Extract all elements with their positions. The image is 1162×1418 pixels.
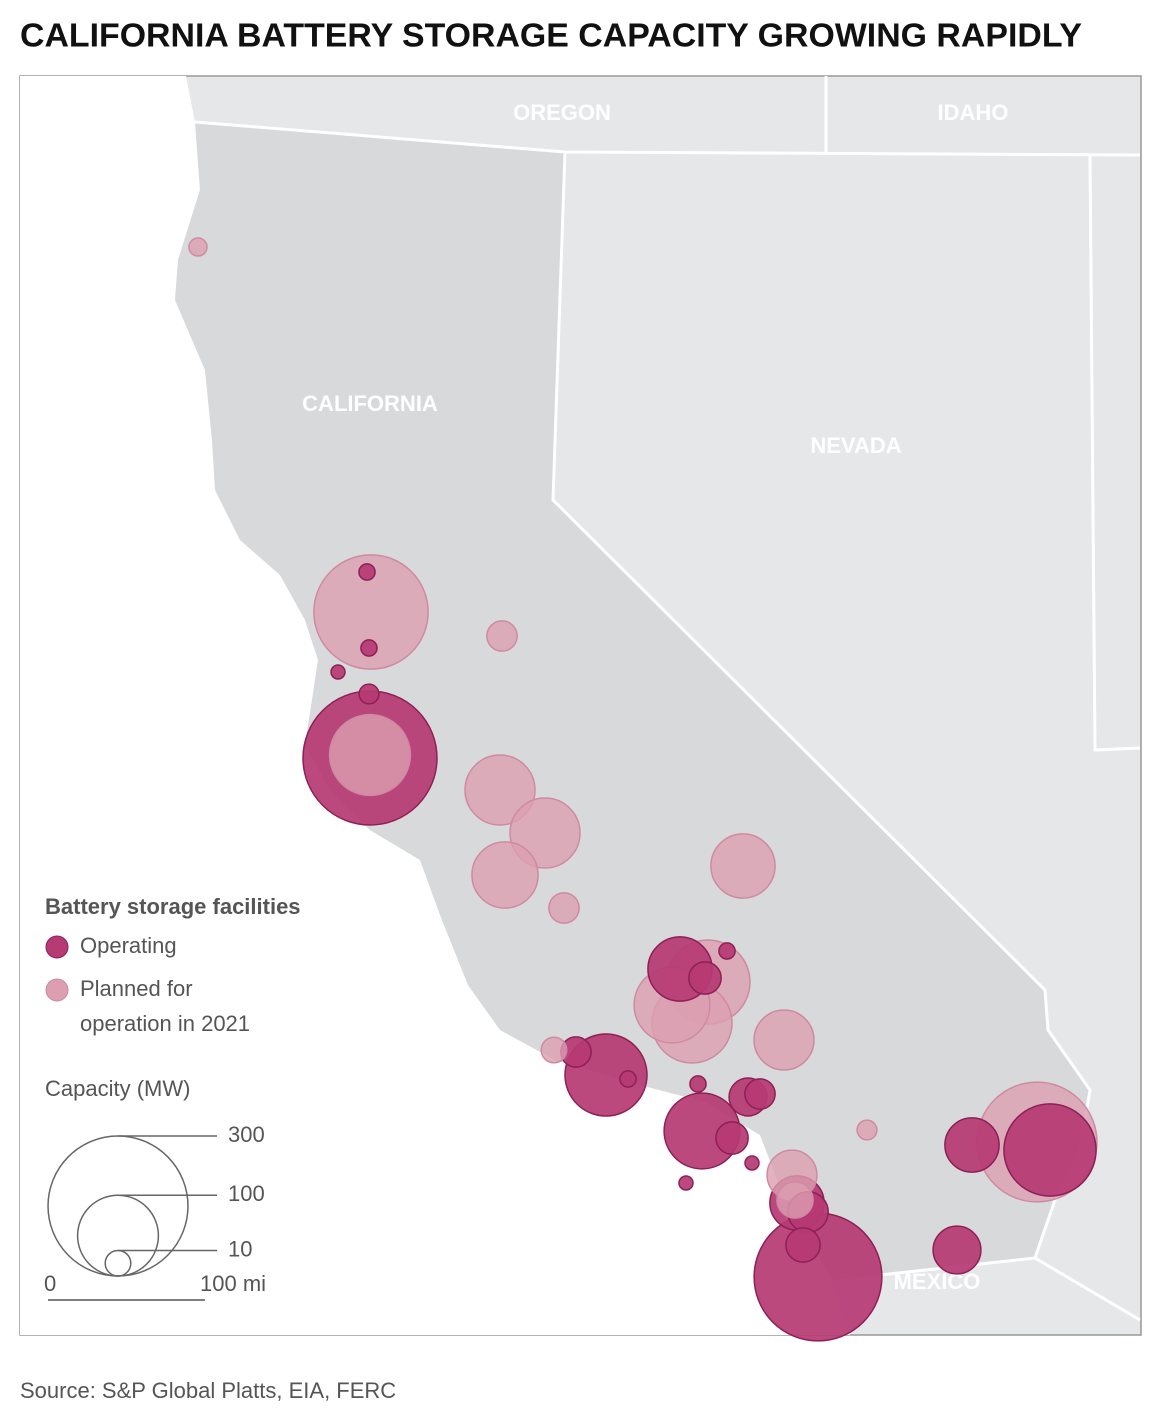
region-label: MEXICO [894, 1269, 981, 1294]
planned-facility [471, 841, 539, 909]
size-label: 300 [228, 1122, 265, 1147]
planned-facility [313, 554, 429, 670]
legend: Battery storage facilities Operating Plan… [45, 894, 301, 1036]
planned-facility [710, 833, 776, 899]
operating-facility [360, 639, 378, 657]
operating-facility [744, 1155, 760, 1171]
border-california-east [551, 151, 1092, 1277]
operating-facility [932, 1225, 982, 1275]
planned-facility [486, 620, 518, 652]
operating-facility [744, 1078, 776, 1110]
operating-facility [1003, 1103, 1097, 1197]
legend-swatch [45, 935, 69, 959]
region-label: NEVADA [810, 433, 901, 458]
operating-facility [358, 683, 380, 705]
scale-bar: 0 100 mi [44, 1271, 266, 1301]
border-mexico [1034, 1256, 1141, 1322]
legend-swatch [45, 978, 69, 1002]
operating-facility [358, 563, 376, 581]
planned-facility [328, 713, 412, 797]
operating-facility [944, 1117, 1000, 1173]
size-label: 100 [228, 1181, 265, 1206]
operating-facility [688, 961, 722, 995]
california [175, 122, 1090, 1280]
operating-facility [330, 664, 346, 680]
region-label: CALIFORNIA [302, 391, 438, 416]
planned-facility [188, 237, 208, 257]
size-legend: Capacity (MW) 300 100 10 [45, 1076, 265, 1277]
operating-facility [678, 1175, 694, 1191]
source: Source: S&P Global Platts, EIA, FERC [20, 1378, 396, 1403]
size-legend-title: Capacity (MW) [45, 1076, 190, 1101]
planned-facility [753, 1009, 815, 1071]
legend-label: Planned for [80, 976, 193, 1001]
region-label: IDAHO [938, 100, 1009, 125]
legend-label: operation in 2021 [80, 1011, 250, 1036]
title: CALIFORNIA BATTERY STORAGE CAPACITY GROW… [20, 17, 1082, 54]
region-label: OREGON [513, 100, 611, 125]
facilities [188, 237, 1098, 1342]
borders [194, 76, 1141, 1322]
legend-label: Operating [80, 933, 177, 958]
basemap [19, 75, 1142, 1336]
scale-label: 100 mi [200, 1271, 266, 1296]
border-nevada-east [1088, 154, 1141, 752]
region-labels: OREGON IDAHO CALIFORNIA NEVADA MEXICO [302, 100, 1008, 1294]
planned-facility [548, 892, 580, 924]
size-label: 10 [228, 1236, 252, 1261]
operating-facility [689, 1075, 707, 1093]
legend-title: Battery storage facilities [45, 894, 301, 919]
scale-label: 0 [44, 1271, 56, 1296]
planned-facility [540, 1036, 568, 1064]
planned-facility [856, 1119, 878, 1141]
planned-facility [464, 754, 536, 826]
operating-facility [785, 1227, 821, 1263]
operating-facility [753, 1212, 883, 1342]
planned-facility [776, 1181, 814, 1219]
operating-facility [715, 1121, 749, 1155]
ocean [20, 76, 850, 1335]
operating-facility [718, 942, 736, 960]
operating-facility [619, 1070, 637, 1088]
